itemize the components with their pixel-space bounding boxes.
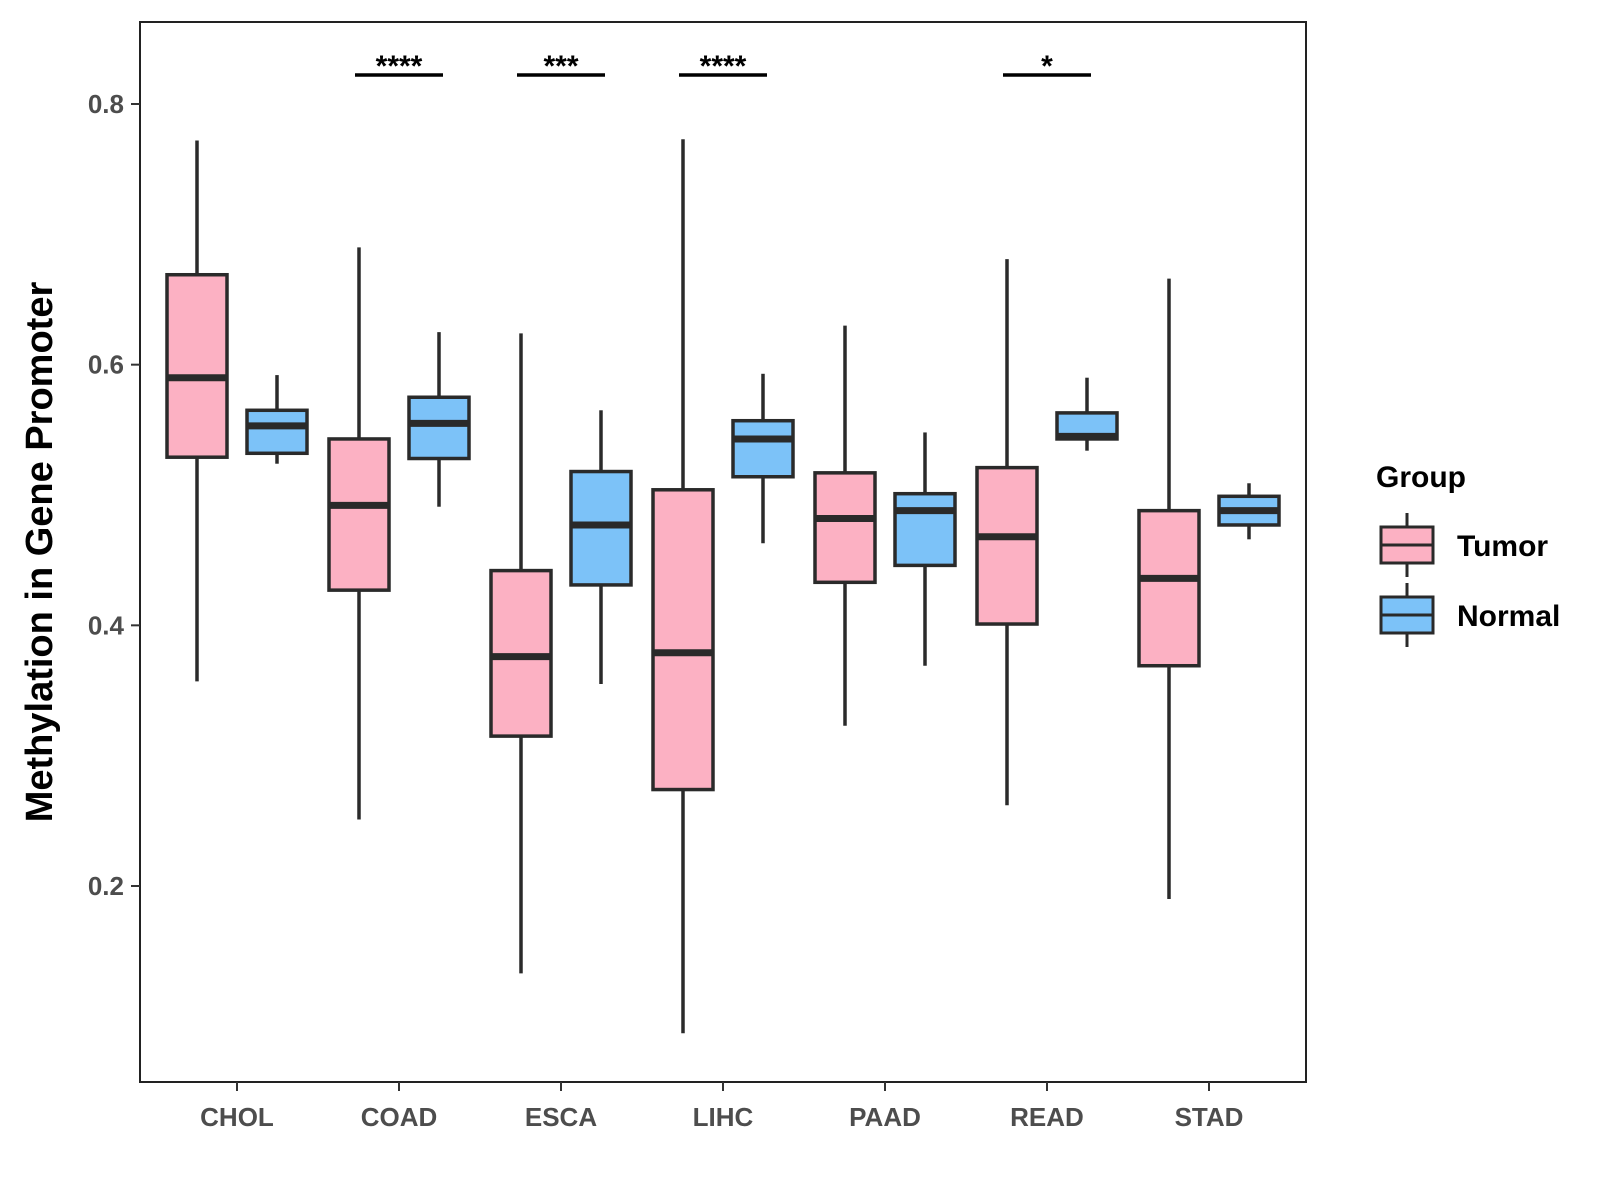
y-tick-label: 0.4 — [88, 610, 125, 640]
box-iqr — [651, 488, 715, 792]
x-tick-label: READ — [1010, 1102, 1084, 1132]
legend-item-normal: Normal — [1379, 583, 1560, 647]
plot-area: **** *** **** * — [165, 50, 1281, 1034]
box-iqr — [975, 465, 1039, 626]
significance-esca: *** — [517, 50, 605, 83]
legend-item-tumor: Tumor — [1379, 513, 1548, 577]
box-tumor-stad — [1137, 278, 1201, 900]
box-tumor-lihc — [651, 139, 715, 1034]
box-normal-stad — [1217, 483, 1281, 540]
legend-title: Group — [1376, 461, 1466, 494]
box-normal-paad — [893, 432, 957, 666]
y-tick-label: 0.8 — [88, 89, 124, 119]
box-tumor-paad — [813, 325, 877, 726]
legend-label: Normal — [1457, 600, 1560, 633]
significance-label: **** — [700, 50, 747, 83]
box-tumor-esca — [489, 333, 553, 974]
box-normal-coad — [407, 332, 471, 507]
x-tick-label: COAD — [361, 1102, 438, 1132]
x-tick-label: LIHC — [693, 1102, 754, 1132]
box-normal-lihc — [731, 373, 795, 544]
x-tick-label: CHOL — [200, 1102, 274, 1132]
significance-label: **** — [376, 50, 423, 83]
significance-coad: **** — [355, 50, 443, 83]
significance-read: * — [1003, 50, 1091, 83]
box-normal-chol — [245, 375, 309, 464]
box-iqr — [1137, 508, 1201, 668]
y-tick-label: 0.2 — [88, 871, 124, 901]
x-tick-label: PAAD — [849, 1102, 921, 1132]
box-iqr — [407, 395, 471, 461]
box-tumor-chol — [165, 140, 229, 682]
significance-label: * — [1041, 50, 1053, 83]
box-normal-esca — [569, 410, 633, 684]
legend-label: Tumor — [1457, 530, 1548, 563]
box-iqr — [327, 437, 391, 592]
box-normal-read — [1055, 377, 1119, 451]
box-iqr — [813, 471, 877, 585]
box-iqr — [165, 272, 229, 459]
box-tumor-coad — [327, 247, 391, 820]
y-tick-label: 0.6 — [88, 350, 124, 380]
x-tick-label: STAD — [1175, 1102, 1244, 1132]
legend: Group Tumor Normal — [1376, 461, 1560, 647]
significance-lihc: **** — [679, 50, 767, 83]
significance-label: *** — [543, 50, 578, 83]
y-axis-title: Methylation in Gene Promoter — [19, 282, 61, 823]
box-iqr — [731, 418, 795, 479]
box-tumor-read — [975, 259, 1039, 806]
box-iqr — [245, 408, 309, 456]
box-iqr — [893, 491, 957, 568]
axes: 0.2 0.4 0.6 0.8 CHOL COAD ESCA LIHC PAAD READ STAD — [88, 21, 1307, 1132]
x-tick-label: ESCA — [525, 1102, 597, 1132]
